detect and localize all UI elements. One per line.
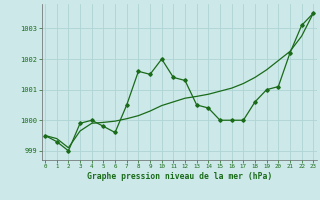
X-axis label: Graphe pression niveau de la mer (hPa): Graphe pression niveau de la mer (hPa) — [87, 172, 272, 181]
